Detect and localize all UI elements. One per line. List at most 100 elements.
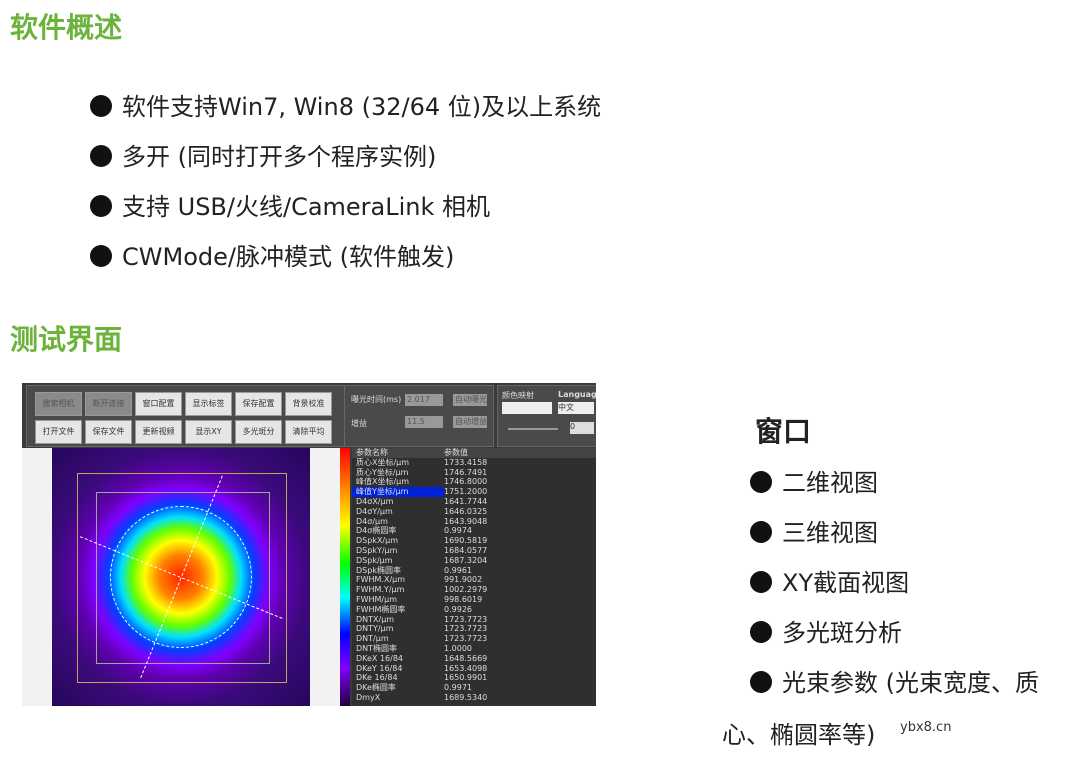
param-value: 1746.8000 [444, 477, 488, 487]
table-row[interactable]: DKeX 16/84 1648.5669 [352, 654, 596, 664]
header-value: 参数值 [444, 448, 468, 457]
table-row[interactable]: DKe 16/84 1650.9901 [352, 673, 596, 683]
param-name: 峰值X坐标/μm [356, 477, 410, 487]
list-item-text: 多光斑分析 [782, 619, 902, 647]
toolbar-button[interactable]: 显示XY [185, 420, 232, 444]
table-row[interactable]: DKeY 16/84 1653.4098 [352, 664, 596, 674]
table-row[interactable]: 质心Y坐标/μm 1746.7491 [352, 468, 596, 478]
roi-box [77, 473, 287, 683]
toolbar-button[interactable]: 清除平均 [285, 420, 332, 444]
param-value: 1650.9901 [444, 673, 488, 683]
toolbar-button[interactable]: 搜索相机 [35, 392, 82, 416]
camera-settings: 曝光时间(ms) 2.017 自动曝光 增益 11.5 自动增益 [344, 385, 494, 447]
param-name: FWHM/μm [356, 594, 398, 604]
table-row[interactable]: 峰值Y坐标/μm 1751.2000 [352, 487, 596, 497]
param-name: DKeX 16/84 [356, 653, 404, 663]
auto-exposure-button[interactable]: 自动曝光 [453, 394, 487, 406]
param-name: D4σ/μm [356, 516, 388, 526]
toolbar-button[interactable]: 打开文件 [35, 420, 82, 444]
list-item-text: 三维视图 [782, 519, 878, 547]
bullet-icon [750, 671, 772, 693]
colormap-field[interactable] [502, 402, 552, 414]
list-item: XY截面视图 [750, 558, 1039, 608]
param-value: 1690.5819 [444, 536, 488, 546]
table-row[interactable]: D4σ/μm 1643.9048 [352, 517, 596, 527]
table-row[interactable]: D4σY/μm 1646.0325 [352, 507, 596, 517]
list-item: 多开 (同时打开多个程序实例) [90, 132, 601, 182]
param-name: DKe椭圆率 [356, 683, 396, 693]
table-row[interactable]: DNT椭圆率 1.0000 [352, 644, 596, 654]
list-item-text: 光束参数 (光束宽度、质 [782, 669, 1039, 697]
table-row[interactable]: FWHM椭圆率 0.9926 [352, 605, 596, 615]
bullet-icon [750, 521, 772, 543]
table-row[interactable]: DKe椭圆率 0.9971 [352, 683, 596, 693]
param-value: 1641.7744 [444, 496, 488, 506]
param-value: 1723.7723 [444, 614, 488, 624]
param-value: 1733.4158 [444, 457, 488, 467]
list-item: 支持 USB/火线/CameraLink 相机 [90, 182, 601, 232]
colormap-label: 颜色映射 [502, 391, 534, 400]
overview-list: 软件支持Win7, Win8 (32/64 位)及以上系统多开 (同时打开多个程… [90, 82, 601, 282]
list-item-text: 二维视图 [782, 469, 878, 497]
param-name: 质心X坐标/μm [356, 457, 410, 467]
param-name: DSpkY/μm [356, 545, 398, 555]
param-value: 0.9926 [444, 604, 472, 614]
table-row[interactable]: FWHM/μm 998.6019 [352, 595, 596, 605]
beam-2d-view[interactable] [22, 448, 340, 706]
test-title: 测试界面 [10, 323, 123, 356]
table-row[interactable]: D4σX/μm 1641.7744 [352, 497, 596, 507]
table-row[interactable]: DSpkY/μm 1684.0577 [352, 546, 596, 556]
bullet-icon [90, 145, 112, 167]
toolbar-button[interactable]: 更新视频 [135, 420, 182, 444]
exposure-label: 曝光时间(ms) [351, 395, 402, 404]
toolbar-button[interactable]: 多光斑分 [235, 420, 282, 444]
software-screenshot: 搜索相机 断开连接 窗口配置 显示标签 保存配置 背景校准打开文件 保存文件 更新视频 显示XY… [22, 383, 596, 706]
toolbar-button[interactable]: 显示标签 [185, 392, 232, 416]
param-name: DKeY 16/84 [356, 663, 403, 673]
slider[interactable] [508, 428, 558, 430]
toolbar-button[interactable]: 窗口配置 [135, 392, 182, 416]
param-value: 1643.9048 [444, 516, 488, 526]
toolbar-button[interactable]: 保存文件 [85, 420, 132, 444]
toolbar-button[interactable]: 保存配置 [235, 392, 282, 416]
param-name: DNT椭圆率 [356, 643, 398, 653]
toolbar-button[interactable]: 断开连接 [85, 392, 132, 416]
param-value: 1751.2000 [444, 487, 488, 497]
table-row[interactable]: DSpkX/μm 1690.5819 [352, 536, 596, 546]
param-value: 1723.7723 [444, 624, 488, 634]
table-row[interactable]: DNT/μm 1723.7723 [352, 634, 596, 644]
list-item-text: 软件支持Win7, Win8 (32/64 位)及以上系统 [122, 93, 602, 121]
auto-gain-button[interactable]: 自动增益 [453, 416, 487, 428]
table-row[interactable]: FWHM.X/μm 991.9002 [352, 575, 596, 585]
param-value: 0.9974 [444, 526, 472, 536]
watermark: ybx8.cn [900, 720, 952, 735]
param-name: DNTY/μm [356, 624, 394, 634]
table-row[interactable]: DSpk/μm 1687.3204 [352, 556, 596, 566]
table-row[interactable]: DNTY/μm 1723.7723 [352, 624, 596, 634]
table-row[interactable]: DNTX/μm 1723.7723 [352, 615, 596, 625]
param-value: 998.6019 [444, 594, 483, 604]
param-name: FWHM椭圆率 [356, 604, 406, 614]
param-name: DSpkX/μm [356, 536, 399, 546]
table-row[interactable]: DmyX 1689.5340 [352, 693, 596, 703]
list-item-text: 支持 USB/火线/CameraLink 相机 [122, 193, 491, 221]
slider-value[interactable]: 0 [570, 422, 594, 434]
exposure-field[interactable]: 2.017 [405, 394, 443, 406]
table-row[interactable]: FWHM.Y/μm 1002.2979 [352, 585, 596, 595]
table-row[interactable]: 质心X坐标/μm 1733.4158 [352, 458, 596, 468]
language-select[interactable]: 中文 [558, 402, 594, 414]
table-header: 参数名称 参数值 [352, 448, 596, 458]
color-scale [340, 448, 350, 706]
param-name: FWHM.Y/μm [356, 585, 405, 595]
table-row[interactable]: D4σ椭圆率 0.9974 [352, 526, 596, 536]
param-value: 1689.5340 [444, 692, 488, 702]
table-row[interactable]: DSpk椭圆率 0.9961 [352, 566, 596, 576]
list-item-text: CWMode/脉冲模式 (软件触发) [122, 243, 455, 271]
toolbar-button[interactable]: 背景校准 [285, 392, 332, 416]
param-name: D4σY/μm [356, 506, 393, 516]
gain-field[interactable]: 11.5 [405, 416, 443, 428]
window-title: 窗口 [755, 415, 812, 448]
param-name: DSpk/μm [356, 555, 393, 565]
bullet-icon [750, 621, 772, 643]
table-row[interactable]: 峰值X坐标/μm 1746.8000 [352, 477, 596, 487]
